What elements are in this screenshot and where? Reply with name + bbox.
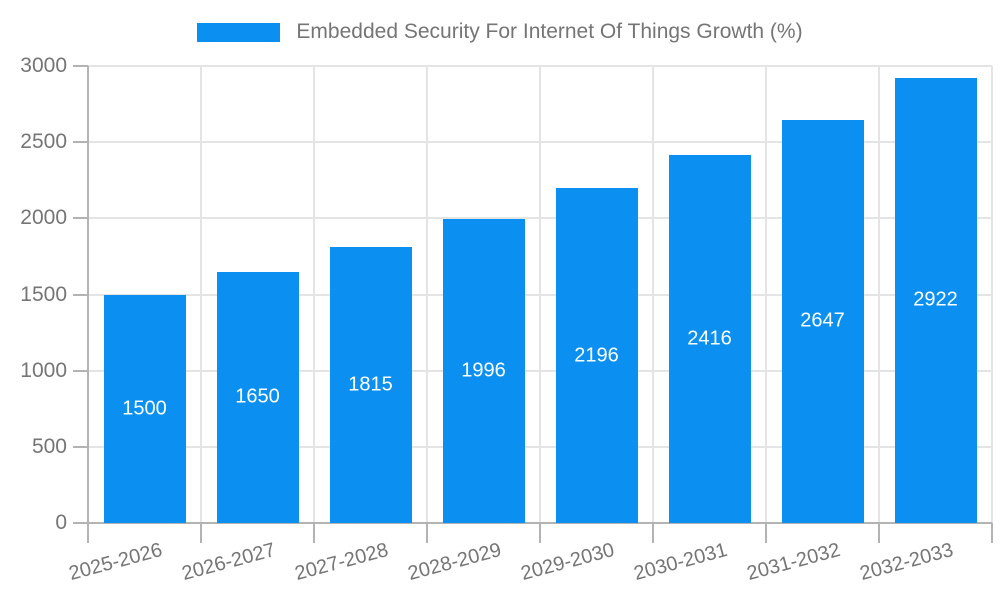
x-gridline [200,66,202,523]
x-axis-tick [313,523,315,543]
x-gridline [539,66,541,523]
bar [103,294,186,523]
x-axis-line [88,522,992,524]
y-tick-label: 3000 [20,54,67,77]
x-tick-label: 2027-2028 [292,539,391,586]
x-gridline [652,66,654,523]
x-tick-label: 2026-2027 [179,539,278,586]
bar-value-label: 1996 [461,359,506,382]
legend-label: Embedded Security For Internet Of Things… [296,20,803,43]
x-axis-tick [200,523,202,543]
bar [668,154,751,523]
y-axis-tick [73,522,88,524]
bar [555,188,638,523]
y-axis-tick [73,65,88,67]
x-tick-label: 2032-2033 [857,539,956,586]
y-axis-tick [73,369,88,372]
x-gridline [313,66,315,523]
plot-area: 0 500 1000 1500 2000 2500 3000 1500 2025-2026 165… [20,54,993,585]
bar [329,246,412,523]
bar-value-label: 1500 [122,397,167,420]
x-gridline [426,66,428,523]
legend: Embedded Security For Internet Of Things… [0,18,1000,46]
bar-value-label: 1815 [348,373,393,396]
bar-value-label: 2647 [800,309,845,332]
x-tick-label: 2028-2029 [405,539,504,586]
legend-swatch [197,22,281,42]
x-axis-tick [765,523,767,543]
y-tick-label: 0 [55,511,67,534]
bar [216,271,299,523]
y-tick-label: 1500 [20,282,67,306]
x-axis-tick [87,523,89,543]
bar [894,77,977,523]
y-axis-tick [73,217,88,220]
y-axis-tick [73,141,88,144]
y-axis-tick [73,293,88,296]
x-gridline [878,66,880,523]
x-gridline [765,66,767,523]
bar [442,218,525,523]
x-axis-tick [991,523,993,543]
y-tick-label: 1000 [20,358,67,382]
x-tick-label: 2025-2026 [66,539,165,586]
bar [781,119,864,523]
bar-value-label: 2922 [913,288,958,311]
y-tick-label: 2000 [20,206,67,230]
x-axis-tick [878,523,880,543]
x-axis-tick [652,523,654,543]
bar-value-label: 2416 [687,327,732,350]
y-tick-label: 2500 [20,130,67,154]
y-axis-line [87,66,89,523]
bar-value-label: 1650 [235,385,280,408]
y-axis-tick [73,445,88,448]
bar-value-label: 2196 [574,344,619,367]
y-tick-label: 500 [31,434,67,458]
x-tick-label: 2031-2032 [744,539,843,586]
x-axis-tick [539,523,541,543]
x-tick-label: 2030-2031 [631,539,730,586]
x-axis-tick [426,523,428,543]
x-tick-label: 2029-2030 [518,539,617,586]
x-gridline [991,66,993,523]
